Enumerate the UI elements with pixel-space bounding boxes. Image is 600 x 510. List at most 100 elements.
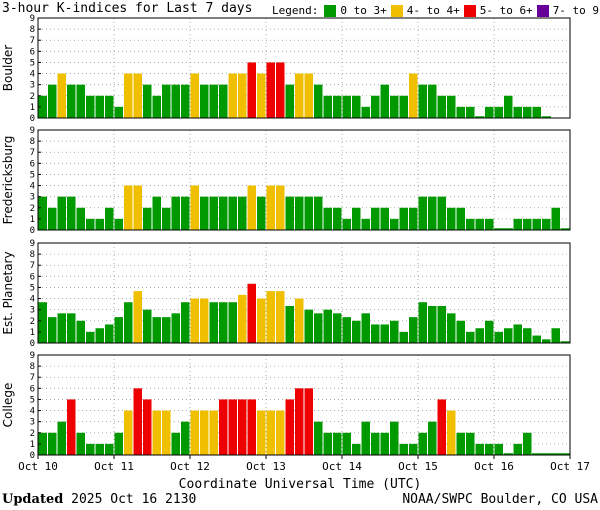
k-index-bar [171, 313, 180, 343]
y-tick-label: 6 [30, 159, 35, 169]
y-tick-label: 8 [30, 362, 35, 372]
k-index-bar [542, 218, 551, 230]
k-index-bar [342, 95, 351, 118]
k-index-bar [67, 196, 76, 230]
k-index-bar [105, 207, 114, 230]
k-index-bar [304, 196, 313, 230]
k-index-bar [285, 84, 294, 118]
k-index-bar [466, 218, 475, 230]
legend-text-quiet: 0 to 3+ [340, 4, 387, 17]
y-tick-label: 7 [30, 373, 35, 383]
k-index-bar [485, 106, 494, 118]
y-tick-label: 9 [30, 351, 35, 361]
k-index-bar [209, 84, 218, 118]
y-tick-label: 7 [30, 36, 35, 46]
source-credit: NOAA/SWPC Boulder, CO USA [402, 492, 598, 507]
k-index-bar [266, 410, 275, 455]
k-index-bar [57, 196, 66, 230]
k-index-bar [152, 317, 161, 343]
k-index-bar [276, 291, 285, 343]
k-index-bar [285, 399, 294, 455]
y-tick-label: 1 [30, 215, 35, 225]
k-index-bar [342, 432, 351, 455]
k-index-bar [190, 298, 199, 343]
k-index-bar [475, 328, 484, 343]
panel-label: College [1, 383, 15, 428]
k-index-bar [95, 95, 104, 118]
k-index-bar [238, 399, 247, 455]
y-tick-label: 4 [30, 182, 35, 192]
k-index-bar [257, 196, 266, 230]
k-index-bar [247, 62, 256, 118]
k-index-bar [133, 291, 142, 343]
k-index-bar [238, 73, 247, 118]
k-index-bar [124, 73, 133, 118]
k-index-bar [152, 410, 161, 455]
k-index-bar [342, 317, 351, 343]
k-index-bar [361, 421, 370, 455]
k-index-bar [323, 95, 332, 118]
chart-title: 3-hour K-indices for Last 7 days [2, 1, 253, 16]
legend: Legend: 0 to 3+ 4- to 4+ 5- to 6+ 7- to … [272, 4, 600, 17]
k-index-bar [418, 84, 427, 118]
legend-item-active: 4- to 4+ [390, 4, 460, 17]
k-index-bar [456, 320, 465, 343]
y-tick-label: 2 [30, 429, 35, 439]
k-index-bar [276, 62, 285, 118]
k-index-bar [551, 328, 560, 343]
k-index-bar [418, 432, 427, 455]
y-tick-label: 0 [30, 226, 35, 236]
k-index-bar [523, 328, 532, 343]
k-index-bar [399, 331, 408, 343]
k-index-bar [57, 421, 66, 455]
k-index-bar [48, 207, 57, 230]
k-index-bar [371, 95, 380, 118]
legend-text-active: 4- to 4+ [406, 4, 460, 17]
k-index-bar [409, 443, 418, 455]
k-index-bar [513, 106, 522, 118]
y-tick-label: 2 [30, 317, 35, 327]
k-index-bar [219, 84, 228, 118]
k-index-bar [57, 73, 66, 118]
y-tick-label: 3 [30, 306, 35, 316]
k-index-bar [105, 443, 114, 455]
y-tick-label: 5 [30, 58, 35, 68]
k-index-bar [456, 106, 465, 118]
k-index-bar [247, 283, 256, 343]
k-index-bar [57, 313, 66, 343]
k-index-bar [504, 328, 513, 343]
k-index-bar [143, 84, 152, 118]
k-index-bar [48, 84, 57, 118]
updated-value: 2025 Oct 16 2130 [71, 492, 197, 507]
k-index-bar [95, 218, 104, 230]
k-index-bar [551, 207, 560, 230]
k-index-bar [295, 196, 304, 230]
k-index-bar [333, 95, 342, 118]
k-index-bar [238, 294, 247, 343]
panel-frame [37, 17, 571, 119]
k-index-bar [485, 320, 494, 343]
k-index-bar [390, 421, 399, 455]
k-index-bar [380, 324, 389, 343]
k-index-bar [523, 106, 532, 118]
k-index-bar [209, 196, 218, 230]
k-index-bar [390, 218, 399, 230]
k-index-bar [38, 432, 47, 455]
y-tick-label: 1 [30, 440, 35, 450]
legend-item-quiet: 0 to 3+ [324, 4, 387, 17]
k-index-bar [485, 218, 494, 230]
k-index-bar [200, 84, 209, 118]
y-tick-label: 3 [30, 81, 35, 91]
k-index-bar [352, 207, 361, 230]
k-index-bar [361, 106, 370, 118]
k-index-bar [181, 421, 190, 455]
k-index-bar [181, 84, 190, 118]
y-tick-label: 2 [30, 204, 35, 214]
y-tick-label: 0 [30, 451, 35, 461]
legend-item-storm: 5- to 6+ [463, 4, 533, 17]
x-tick-label: Oct 10 [18, 460, 58, 473]
k-index-bar [304, 73, 313, 118]
k-index-bar [143, 399, 152, 455]
k-index-bar [437, 196, 446, 230]
